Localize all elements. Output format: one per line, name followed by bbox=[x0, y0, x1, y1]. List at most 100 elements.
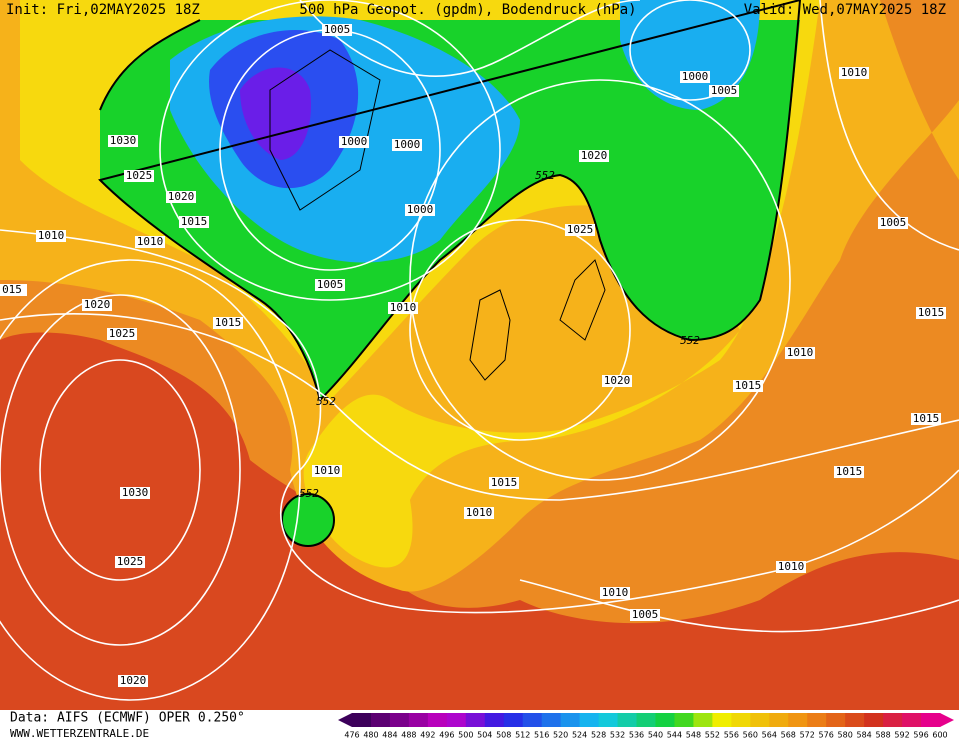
isobar-label: 1010 bbox=[137, 235, 164, 248]
isobar-label: 1015 bbox=[491, 476, 518, 489]
data-source: Data: AIFS (ECMWF) OPER 0.250° bbox=[10, 711, 245, 726]
colorbar-cell bbox=[731, 713, 751, 727]
contour-label: 552 bbox=[535, 169, 555, 182]
colorbar-label: 508 bbox=[496, 731, 511, 740]
colorbar-arrow-low bbox=[338, 713, 352, 727]
isobar-label-bg bbox=[388, 302, 418, 314]
isobar-label: 1025 bbox=[567, 223, 594, 236]
colorbar-cell bbox=[617, 713, 638, 727]
coastlines bbox=[269, 49, 606, 381]
colorbar-cell bbox=[560, 713, 581, 727]
isobar-label-bg bbox=[118, 675, 148, 687]
colorbar-label: 480 bbox=[363, 731, 378, 740]
isobar-label-bg bbox=[878, 217, 908, 229]
colorbar-label: 552 bbox=[705, 731, 720, 740]
isobar-label: 1020 bbox=[604, 374, 631, 387]
isobar-label-bg bbox=[733, 380, 763, 392]
isobar-label: 1020 bbox=[84, 298, 111, 311]
isobar-label: 1005 bbox=[324, 23, 351, 36]
colorbar-label: 488 bbox=[401, 731, 416, 740]
isobar-label-bg bbox=[115, 556, 145, 568]
contour-label: 552 bbox=[680, 334, 700, 347]
colorbar-cell bbox=[598, 713, 619, 727]
colorbar-label: 496 bbox=[439, 731, 454, 740]
colorbar-cell bbox=[788, 713, 808, 727]
isobar-label: 1010 bbox=[38, 229, 65, 242]
contour-552 bbox=[98, 0, 802, 402]
isobar-label-bg bbox=[82, 299, 112, 311]
isobar-label: 1000 bbox=[407, 203, 434, 216]
isobar-label: 1030 bbox=[110, 134, 137, 147]
colorbar-label: 568 bbox=[781, 731, 796, 740]
colorbar-cell bbox=[845, 713, 865, 727]
colorbar-cell bbox=[902, 713, 922, 727]
isobar-label-bg bbox=[124, 170, 154, 182]
isobar-label-bg bbox=[785, 347, 815, 359]
colorbar-label: 500 bbox=[458, 731, 473, 740]
colorbar-label: 492 bbox=[420, 731, 435, 740]
isobar-label: 1015 bbox=[735, 379, 762, 392]
colorbar-cell bbox=[389, 713, 410, 727]
isobar-label-bg bbox=[680, 71, 710, 83]
isobar-label-bg bbox=[107, 328, 137, 340]
isobar-label: 1030 bbox=[122, 486, 149, 499]
colorbar-label: 544 bbox=[667, 731, 682, 740]
isobar-label: 1020 bbox=[581, 149, 608, 162]
colorbar-cell bbox=[674, 713, 694, 727]
isobar-label: 1000 bbox=[394, 138, 421, 151]
isobar-label-bg bbox=[36, 230, 66, 242]
isobar-label-bg bbox=[464, 507, 494, 519]
isobar-label: 1005 bbox=[317, 278, 344, 291]
valid-time: Valid: Wed,07MAY2025 18Z bbox=[744, 2, 946, 18]
colorbar-cell bbox=[807, 713, 827, 727]
colorbar-label: 528 bbox=[591, 731, 606, 740]
colorbar-label: 592 bbox=[894, 731, 909, 740]
colorbar-label: 596 bbox=[913, 731, 928, 740]
colorbar-arrow-high bbox=[940, 713, 954, 727]
colorbar-cell bbox=[465, 713, 486, 727]
isobar-label-bg bbox=[709, 85, 739, 97]
colorbar-label: 548 bbox=[686, 731, 701, 740]
field-544 bbox=[281, 493, 335, 547]
field-528 bbox=[620, 0, 760, 110]
isobar-label-bg bbox=[315, 279, 345, 291]
isobar-label-bg bbox=[166, 191, 196, 203]
site-url: WWW.WETTERZENTRALE.DE bbox=[10, 727, 149, 740]
colorbar-label: 580 bbox=[838, 731, 853, 740]
isobar-label: 1010 bbox=[390, 301, 417, 314]
colorbar-label: 504 bbox=[477, 731, 492, 740]
colorbar-cell bbox=[636, 713, 656, 727]
isobar-label-bg bbox=[108, 135, 138, 147]
isobar-label: 1015 bbox=[181, 215, 208, 228]
colorbar-cell bbox=[864, 713, 884, 727]
colorbar-cell bbox=[579, 713, 600, 727]
colorbar-label: 556 bbox=[724, 731, 739, 740]
contour-label: 552 bbox=[299, 487, 319, 500]
isobar-label-bg bbox=[565, 224, 595, 236]
isobar-label: 1010 bbox=[778, 560, 805, 573]
isobar-label-bg bbox=[405, 204, 435, 216]
isobar-label: 1010 bbox=[602, 586, 629, 599]
colorbar-cell bbox=[883, 713, 903, 727]
isobar-label-bg bbox=[600, 587, 630, 599]
isobar-label-bg bbox=[776, 561, 806, 573]
colorbar-label: 524 bbox=[572, 731, 587, 740]
isobar-label-bg bbox=[339, 136, 369, 148]
colorbar-label: 576 bbox=[819, 731, 834, 740]
colorbar-cell bbox=[446, 713, 467, 727]
isobar-label: 1010 bbox=[466, 506, 493, 519]
colorbar-label: 600 bbox=[932, 731, 947, 740]
isobar-label: 1010 bbox=[841, 66, 868, 79]
colorbar-cell bbox=[769, 713, 789, 727]
isobar-label: 1005 bbox=[880, 216, 907, 229]
isobar-label: 1010 bbox=[314, 464, 341, 477]
colorbar-cell bbox=[427, 713, 448, 727]
colorbar-label: 532 bbox=[610, 731, 625, 740]
colorbar-cell bbox=[921, 713, 941, 727]
map-title: 500 hPa Geopot. (gpdm), Bodendruck (hPa) bbox=[299, 2, 636, 18]
isobar-label: 1025 bbox=[126, 169, 153, 182]
isobar-label: 1000 bbox=[341, 135, 368, 148]
isobar-label-bg bbox=[839, 67, 869, 79]
colorbar-cell bbox=[655, 713, 675, 727]
isobar-label: 1005 bbox=[632, 608, 659, 621]
